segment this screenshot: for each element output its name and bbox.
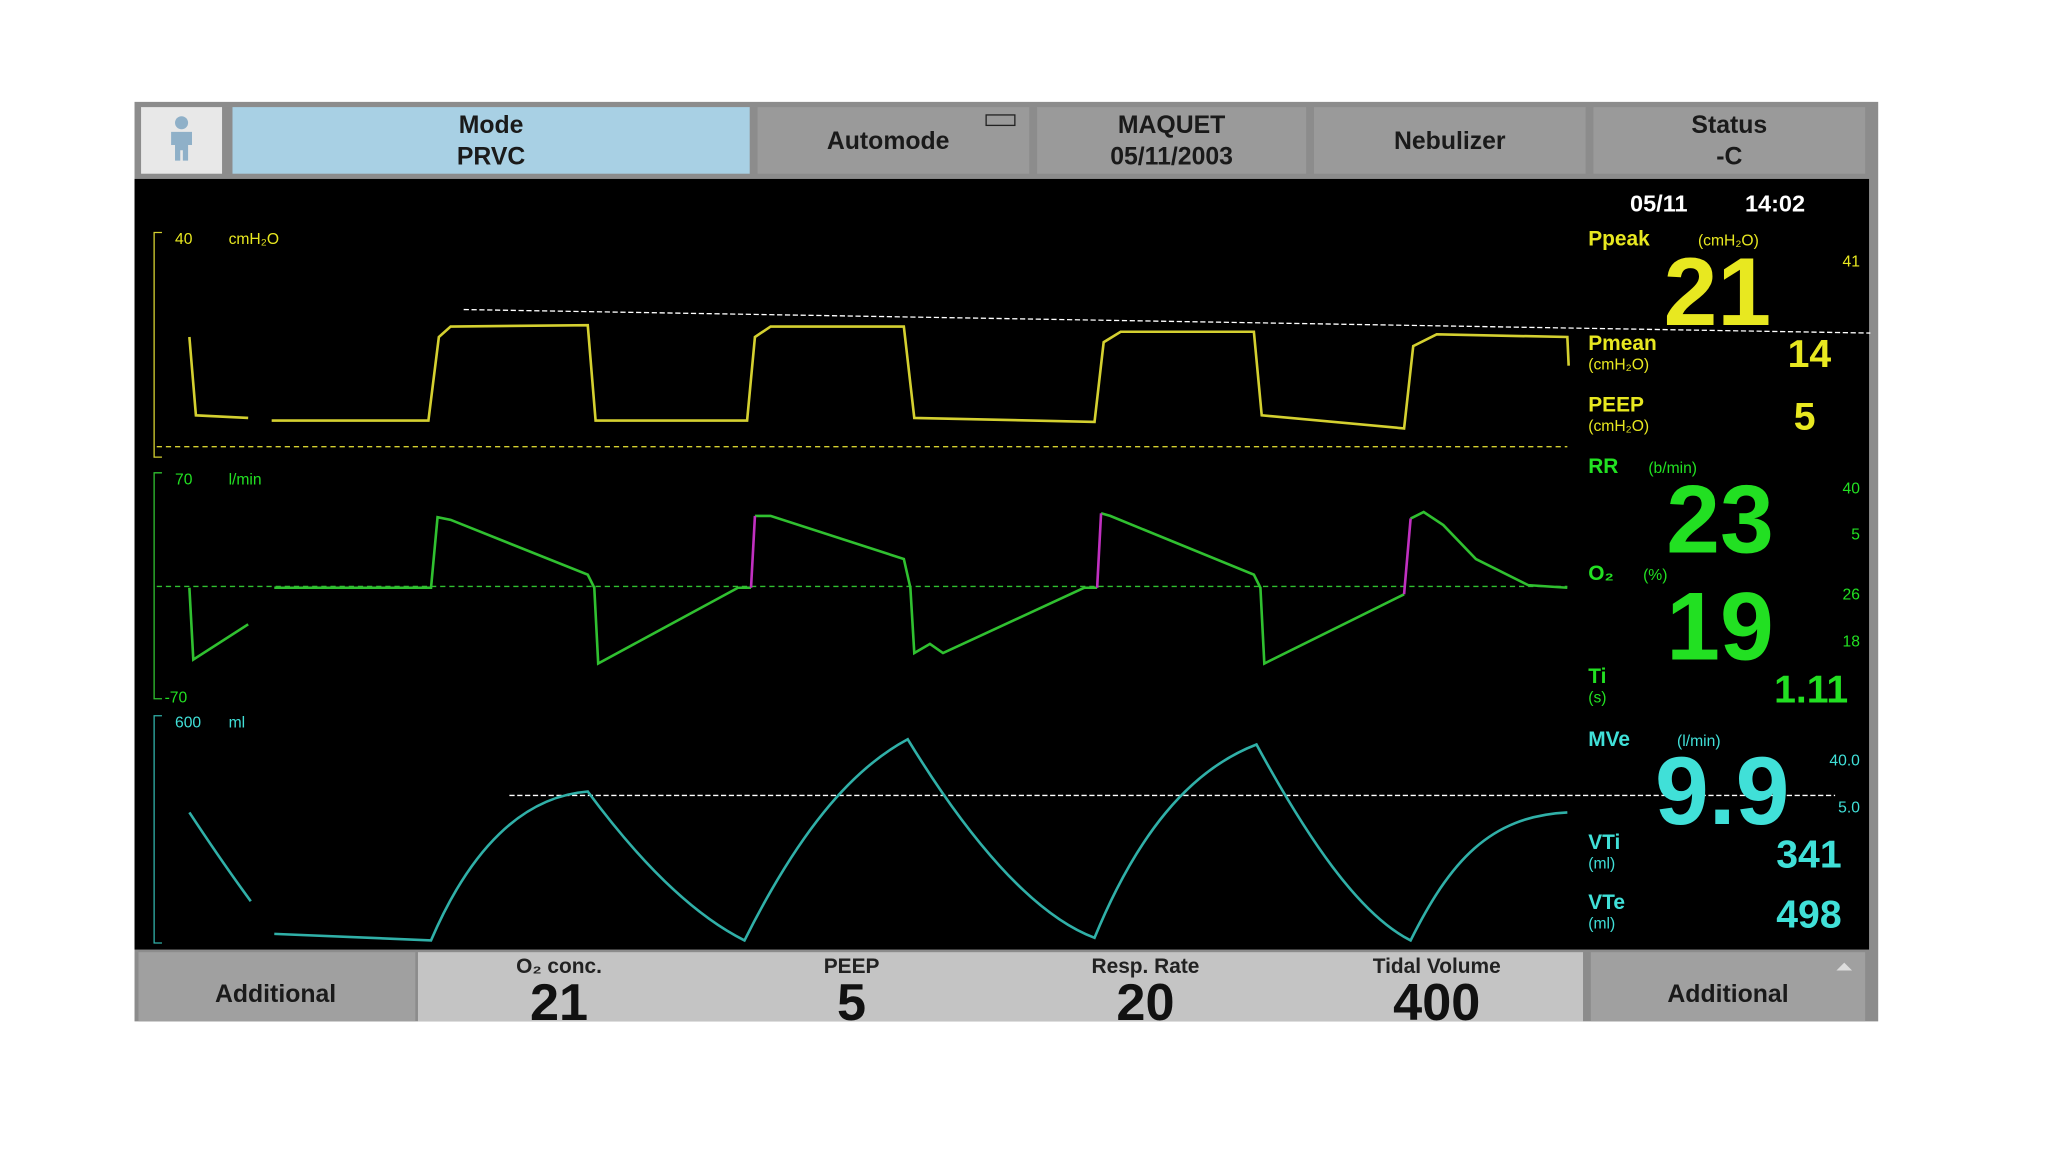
patient-icon: [175, 116, 189, 130]
readout-unit: (s): [1588, 690, 1606, 707]
settings-panel: [417, 952, 1584, 1022]
setting-value: 21: [530, 974, 588, 1032]
readout-label: VTe: [1588, 891, 1625, 914]
readout-value: 498: [1776, 893, 1841, 936]
additional-button[interactable]: [1590, 952, 1866, 1022]
scale-unit: l/min: [229, 472, 262, 489]
readout-unit: (cmH₂O): [1698, 233, 1759, 250]
readout-label: Pmean: [1588, 332, 1656, 355]
button-label: Additional: [215, 981, 336, 1008]
readout-label: VTi: [1588, 831, 1620, 854]
readout-unit: (ml): [1588, 916, 1615, 933]
axis: [153, 715, 162, 944]
button-label: Additional: [1667, 981, 1788, 1008]
setting-label: Tidal Volume: [1373, 955, 1501, 978]
readout-label: PEEP: [1588, 393, 1644, 416]
setting-value: 400: [1393, 974, 1480, 1032]
display: [134, 178, 1870, 950]
maquet-button[interactable]: [1037, 107, 1307, 174]
button-label: Mode: [459, 112, 524, 139]
scale-label: 600: [175, 715, 201, 732]
button-label: Nebulizer: [1394, 128, 1506, 155]
setting-label: O₂ conc.: [516, 955, 602, 978]
readout-label: MVe: [1588, 728, 1630, 751]
readout-limit: 41: [1842, 253, 1859, 270]
scale-label: 40: [175, 231, 193, 248]
readout-unit: (cmH₂O): [1588, 357, 1649, 374]
readout-value: 5: [1794, 396, 1816, 439]
setting-value: 20: [1116, 974, 1174, 1032]
mode-button[interactable]: [232, 107, 750, 174]
clock-date: 05/11: [1630, 191, 1688, 217]
scale-label: -70: [165, 690, 188, 707]
pressure-wave: [188, 323, 1570, 430]
scale-label: 70: [175, 472, 193, 489]
limit-line: [463, 308, 1871, 334]
button-label: PRVC: [457, 144, 526, 171]
status-button[interactable]: [1593, 107, 1866, 174]
flow-wave: [188, 510, 1568, 666]
button-label: 05/11/2003: [1110, 144, 1233, 171]
readout-value: 14: [1788, 333, 1832, 376]
readout-limit: 5.0: [1838, 799, 1860, 816]
readout-value: 1.11: [1774, 669, 1848, 712]
scale-unit: cmH₂O: [229, 231, 279, 248]
readout-value: 9.9: [1655, 738, 1789, 845]
setting-label: PEEP: [824, 955, 880, 978]
patient-icon: [171, 131, 192, 161]
readout-label: Ti: [1588, 665, 1606, 688]
axis: [153, 472, 162, 700]
readout-limit: 40.0: [1829, 752, 1860, 769]
readout-label: Ppeak: [1588, 228, 1650, 251]
readout-unit: (l/min): [1677, 733, 1720, 750]
button-label: Automode: [827, 128, 950, 155]
automode-button[interactable]: [757, 107, 1030, 174]
additional-button[interactable]: [138, 952, 416, 1022]
readout-unit: (ml): [1588, 856, 1615, 873]
readout-value: 23: [1666, 466, 1774, 573]
readout-value: 19: [1666, 574, 1774, 681]
readout-value: 341: [1776, 833, 1841, 876]
readout-unit: (cmH₂O): [1588, 418, 1649, 435]
readout-value: 21: [1664, 239, 1772, 346]
readout-limit: 40: [1842, 481, 1860, 498]
nebulizer-button[interactable]: [1313, 107, 1586, 174]
readout-label: O₂: [1588, 562, 1614, 585]
indicator: [985, 114, 1016, 127]
readout-limit: 18: [1842, 634, 1860, 651]
readout-unit: (%): [1643, 567, 1667, 584]
clock-time: 14:02: [1745, 191, 1805, 217]
readout-limit: 5: [1851, 526, 1860, 543]
setting-value: 5: [837, 974, 866, 1032]
axis: [153, 231, 162, 458]
scale-unit: ml: [229, 715, 246, 732]
volume-wave: [188, 737, 1568, 943]
readout-label: RR: [1588, 455, 1618, 478]
readout-limit: 26: [1842, 587, 1860, 604]
flow-trigger: [749, 513, 1412, 595]
readouts: Ppeak (cmH₂O) 21 41 Pmean (cmH₂O) 14 PEE…: [1588, 228, 1860, 937]
button-label: Status: [1691, 112, 1767, 139]
button-label: -C: [1716, 144, 1742, 171]
readout-unit: (b/min): [1648, 460, 1697, 477]
setting-label: Resp. Rate: [1092, 955, 1200, 978]
button-label: MAQUET: [1118, 112, 1225, 139]
arrow-icon: [1836, 962, 1853, 971]
